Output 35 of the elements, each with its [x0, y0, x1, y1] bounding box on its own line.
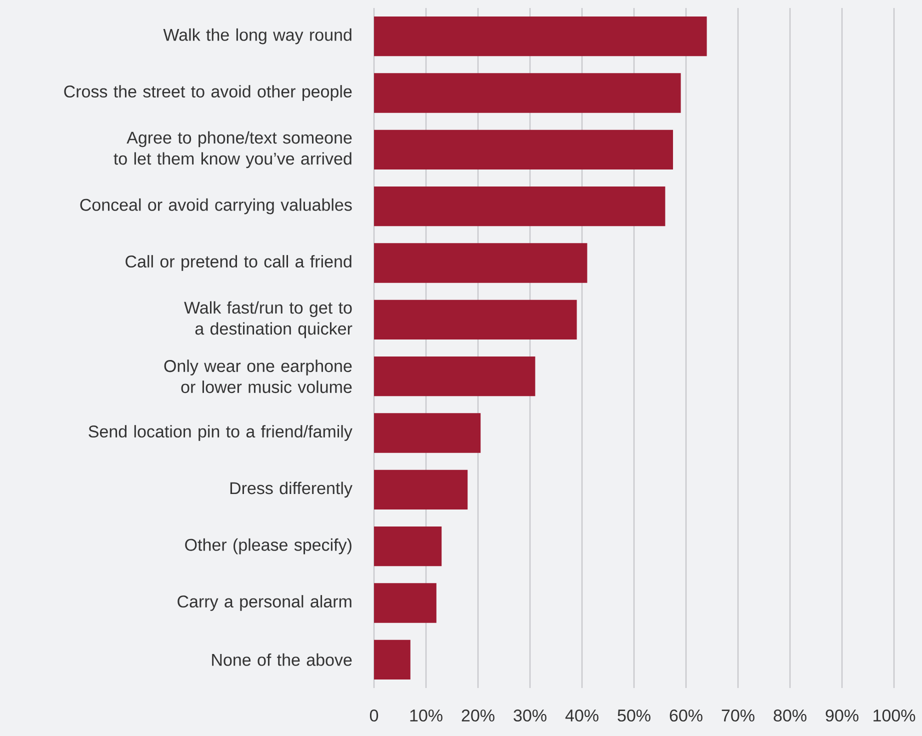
y-tick-label: Call or pretend to call a friend	[126, 255, 352, 271]
bar	[374, 16, 707, 56]
y-tick-label: Conceal or avoid carrying valuables	[80, 198, 352, 214]
bar	[374, 526, 442, 566]
y-tick-label: Carry a personal alarm	[178, 595, 352, 611]
x-tick-label: 30%	[514, 710, 546, 722]
bar	[374, 413, 481, 453]
y-tick-label: Cross the street to avoid other people	[64, 85, 352, 101]
y-tick-label: None of the above	[212, 653, 352, 666]
bar	[374, 130, 674, 170]
bar	[374, 243, 588, 283]
y-tick-label: Other (please specify)	[185, 538, 352, 554]
x-tick-label: 20%	[462, 710, 494, 722]
y-tick-label: Walk fast/run to get to a destination quicker	[184, 301, 352, 338]
x-tick-label: 40%	[565, 710, 598, 722]
x-tick-label: 90%	[826, 710, 858, 722]
bar	[374, 73, 681, 113]
x-tick-label: 50%	[618, 710, 650, 722]
bar	[374, 186, 666, 226]
bar	[374, 300, 577, 340]
x-tick-label: 70%	[722, 710, 754, 722]
y-tick-label: Send location pin to a friend/family	[88, 425, 352, 441]
bar	[374, 470, 468, 510]
x-tick-label: 60%	[670, 710, 702, 722]
x-tick-label: 100%	[874, 710, 916, 722]
y-tick-label: Only wear one earphone or lower music volume	[164, 360, 352, 394]
y-tick-label: Walk the long way round	[163, 28, 352, 44]
x-tick-label: 0	[370, 710, 378, 722]
bar	[374, 583, 436, 623]
x-tick-label: 80%	[774, 710, 806, 722]
y-tick-label: Agree to phone/text someone to let them know you’ve arrived	[114, 131, 352, 168]
bar	[374, 356, 536, 396]
x-tick-label: 10%	[410, 710, 442, 722]
y-tick-label: Dress differently	[230, 482, 352, 498]
bar	[374, 640, 410, 680]
